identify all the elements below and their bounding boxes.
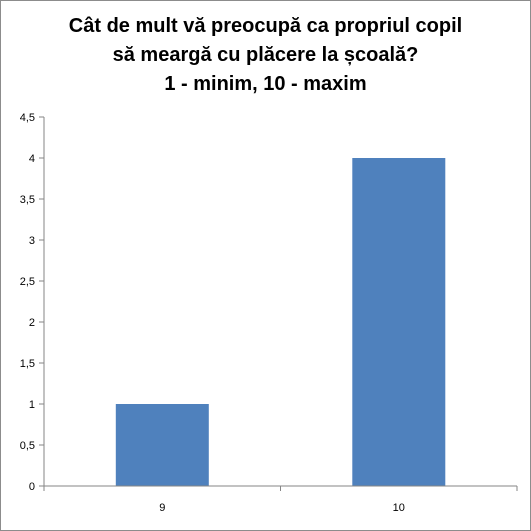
y-tick-label: 1 (29, 399, 35, 411)
y-tick-label: 0 (29, 481, 35, 493)
y-tick-label: 1,5 (20, 358, 35, 370)
y-tick-label: 3,5 (20, 194, 35, 206)
y-tick-label: 3 (29, 235, 35, 247)
x-tick-label: 9 (159, 502, 165, 514)
chart-title: Cât de mult vă preocupă ca propriul copi… (0, 12, 531, 99)
chart-title-line-1: Cât de mult vă preocupă ca propriul copi… (68, 15, 463, 37)
bar-9 (115, 404, 209, 486)
y-tick-label: 4 (29, 153, 35, 165)
x-tick-label: 10 (393, 502, 405, 514)
chart-title-line-3: 1 - minim, 10 - maxim (164, 73, 367, 95)
y-tick-label: 2 (29, 317, 35, 329)
y-tick-label: 4,5 (20, 112, 35, 124)
bar-10 (352, 158, 446, 486)
chart-title-line-2: să meargă cu plăcere la școală? (112, 44, 419, 66)
y-tick-label: 2,5 (20, 276, 35, 288)
y-tick-label: 0,5 (20, 440, 35, 452)
